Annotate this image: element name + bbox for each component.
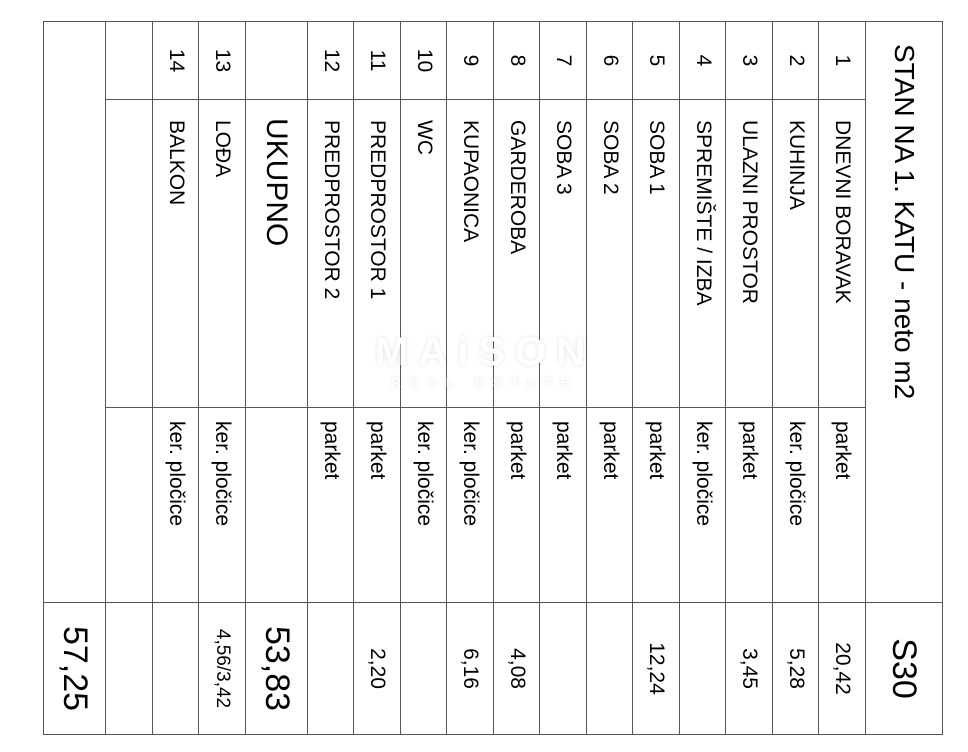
table-row: 2 KUHINJA ker. pločice 5,28 bbox=[772, 21, 819, 735]
empty-cell bbox=[106, 407, 153, 603]
subtotal-area: 53,83 bbox=[245, 602, 308, 735]
room-name: WC bbox=[400, 99, 447, 408]
grand-total-row: 57,25 bbox=[44, 21, 106, 735]
room-area bbox=[679, 602, 726, 735]
room-area bbox=[152, 602, 199, 735]
room-number: 11 bbox=[354, 21, 401, 100]
room-name: SOBA 1 bbox=[633, 99, 680, 408]
floor-material: parket bbox=[493, 407, 540, 603]
room-area: 6,16 bbox=[447, 602, 494, 735]
room-name: PREDPROSTOR 1 bbox=[354, 99, 401, 408]
room-number: 5 bbox=[633, 21, 680, 100]
empty-cell bbox=[106, 21, 153, 100]
table-row: 14 BALKON ker. pločice bbox=[152, 21, 199, 735]
empty-row bbox=[106, 21, 153, 735]
room-name: ULAZNI PROSTOR bbox=[726, 99, 773, 408]
room-area bbox=[540, 602, 587, 735]
table-row: 11 PREDPROSTOR 1 parket 2,20 bbox=[354, 21, 401, 735]
floor-material: ker. pločice bbox=[152, 407, 199, 603]
grand-total-area: 57,25 bbox=[44, 602, 106, 735]
empty-cell bbox=[106, 602, 153, 735]
table-row: 3 ULAZNI PROSTOR parket 3,45 bbox=[726, 21, 773, 735]
empty-cell bbox=[106, 99, 153, 408]
room-area: 3,45 bbox=[726, 602, 773, 735]
room-number: 14 bbox=[152, 21, 199, 100]
room-number: 4 bbox=[679, 21, 726, 100]
header-row: STAN NA 1. KATU - neto m2 S30 bbox=[865, 21, 943, 735]
floor-material: parket bbox=[307, 407, 354, 603]
room-number: 8 bbox=[493, 21, 540, 100]
empty-cell bbox=[44, 21, 106, 603]
room-number: 3 bbox=[726, 21, 773, 100]
floor-material: ker. pločice bbox=[400, 407, 447, 603]
room-number: 6 bbox=[586, 21, 633, 100]
floor-material: parket bbox=[633, 407, 680, 603]
floor-material: parket bbox=[586, 407, 633, 603]
floor-material: parket bbox=[540, 407, 587, 603]
room-name: LOĐA bbox=[199, 99, 246, 408]
room-area: 2,20 bbox=[354, 602, 401, 735]
room-number: 13 bbox=[199, 21, 246, 100]
table-title: STAN NA 1. KATU - neto m2 bbox=[865, 21, 943, 603]
room-name: KUPAONICA bbox=[447, 99, 494, 408]
table-row: 9 KUPAONICA ker. pločice 6,16 bbox=[447, 21, 494, 735]
subtotal-row: UKUPNO 53,83 bbox=[245, 21, 308, 735]
floor-material: ker. pločice bbox=[772, 407, 819, 603]
room-number: 12 bbox=[307, 21, 354, 100]
room-area: 4,08 bbox=[493, 602, 540, 735]
area-table-rotated: STAN NA 1. KATU - neto m2 S30 1 DNEVNI BO… bbox=[44, 21, 944, 735]
table-row: 13 LOĐA ker. pločice 4,56/3,42 bbox=[199, 21, 246, 735]
room-name: KUHINJA bbox=[772, 99, 819, 408]
room-name: DNEVNI BORAVAK bbox=[819, 99, 866, 408]
table-row: 8 GARDEROBA parket 4,08 bbox=[493, 21, 540, 735]
table-row: 1 DNEVNI BORAVAK parket 20,42 bbox=[819, 21, 866, 735]
empty-cell bbox=[245, 21, 308, 100]
table-row: 7 SOBA 3 parket bbox=[540, 21, 587, 735]
room-number: 2 bbox=[772, 21, 819, 100]
room-name: SOBA 2 bbox=[586, 99, 633, 408]
room-number: 10 bbox=[400, 21, 447, 100]
floor-material: parket bbox=[726, 407, 773, 603]
room-area bbox=[400, 602, 447, 735]
floor-material: ker. pločice bbox=[679, 407, 726, 603]
room-number: 1 bbox=[819, 21, 866, 100]
table-row: 12 PREDPROSTOR 2 parket bbox=[307, 21, 354, 735]
room-name: SPREMIŠTE / IZBA bbox=[679, 99, 726, 408]
room-name: GARDEROBA bbox=[493, 99, 540, 408]
room-name: SOBA 3 bbox=[540, 99, 587, 408]
room-name: BALKON bbox=[152, 99, 199, 408]
table-row: 6 SOBA 2 parket bbox=[586, 21, 633, 735]
table-row: 5 SOBA 1 parket 12,24 bbox=[633, 21, 680, 735]
room-area: 12,24 bbox=[633, 602, 680, 735]
table-row: 10 WC ker. pločice bbox=[400, 21, 447, 735]
room-number: 7 bbox=[540, 21, 587, 100]
room-area: 5,28 bbox=[772, 602, 819, 735]
room-area bbox=[586, 602, 633, 735]
table-row: 4 SPREMIŠTE / IZBA ker. pločice bbox=[679, 21, 726, 735]
room-area: 20,42 bbox=[819, 602, 866, 735]
floor-material: parket bbox=[819, 407, 866, 603]
subtotal-label: UKUPNO bbox=[245, 99, 308, 408]
empty-cell bbox=[245, 407, 308, 603]
apartment-code: S30 bbox=[865, 602, 943, 735]
area-table: STAN NA 1. KATU - neto m2 S30 1 DNEVNI BO… bbox=[44, 21, 944, 735]
floor-material: ker. pločice bbox=[199, 407, 246, 603]
room-area bbox=[307, 602, 354, 735]
room-area: 4,56/3,42 bbox=[199, 602, 246, 735]
floor-material: ker. pločice bbox=[447, 407, 494, 603]
room-number: 9 bbox=[447, 21, 494, 100]
floor-material: parket bbox=[354, 407, 401, 603]
room-name: PREDPROSTOR 2 bbox=[307, 99, 354, 408]
